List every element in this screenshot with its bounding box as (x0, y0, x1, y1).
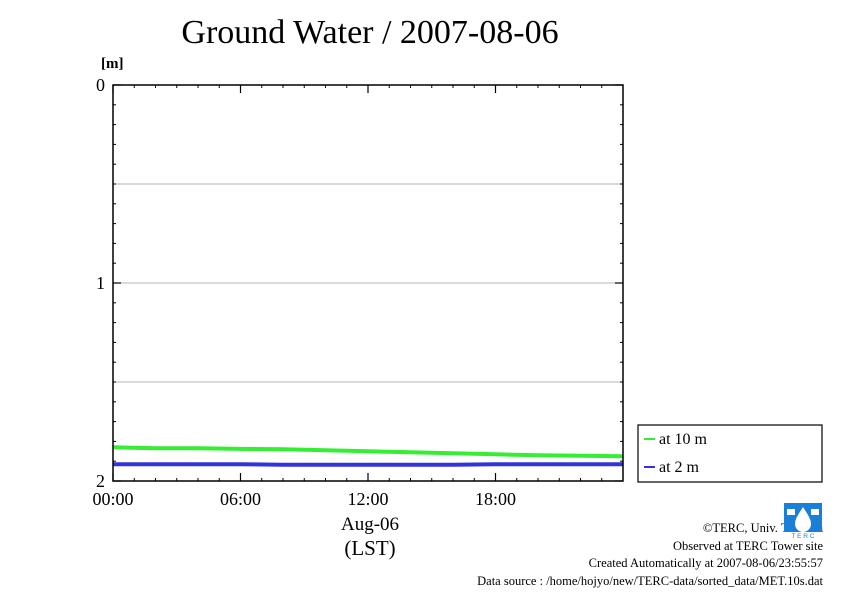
legend-label: at 10 m (659, 431, 708, 448)
x-tick-label: 12:00 (347, 489, 388, 509)
svg-text:T E R C: T E R C (792, 533, 815, 539)
chart-title: Ground Water / 2007-08-06 (181, 14, 559, 51)
series-line-at-10m (112, 445, 624, 459)
legend-box (637, 424, 823, 483)
x-tick-label: 18:00 (475, 489, 516, 509)
x-axis-timezone-label: (LST) (344, 536, 396, 560)
y-tick-label: 1 (96, 273, 105, 293)
x-tick-label: 06:00 (220, 489, 261, 509)
x-axis-date-label: Aug-06 (340, 514, 400, 535)
credits-source: Data source : /home/hojyo/new/TERC-data/… (477, 573, 823, 588)
credits-observed: Observed at TERC Tower site (672, 538, 823, 553)
credits-copyright: ©TERC, Univ. Tsukuba (702, 521, 823, 535)
credits-created: Created Automatically at 2007-08-06/23:5… (588, 556, 823, 570)
plot-frame (112, 84, 624, 482)
series-line-at-2m (113, 462, 623, 467)
y-axis-unit: [m] (101, 56, 124, 72)
y-tick-label: 2 (96, 471, 105, 491)
x-tick-label: 00:00 (92, 489, 133, 509)
terc-logo-icon: T E R C (784, 503, 822, 539)
y-tick-label: 0 (96, 75, 105, 95)
legend-label: at 2 m (659, 459, 700, 476)
credits: ©TERC, Univ. Tsukuba Observed at TERC To… (477, 520, 823, 590)
